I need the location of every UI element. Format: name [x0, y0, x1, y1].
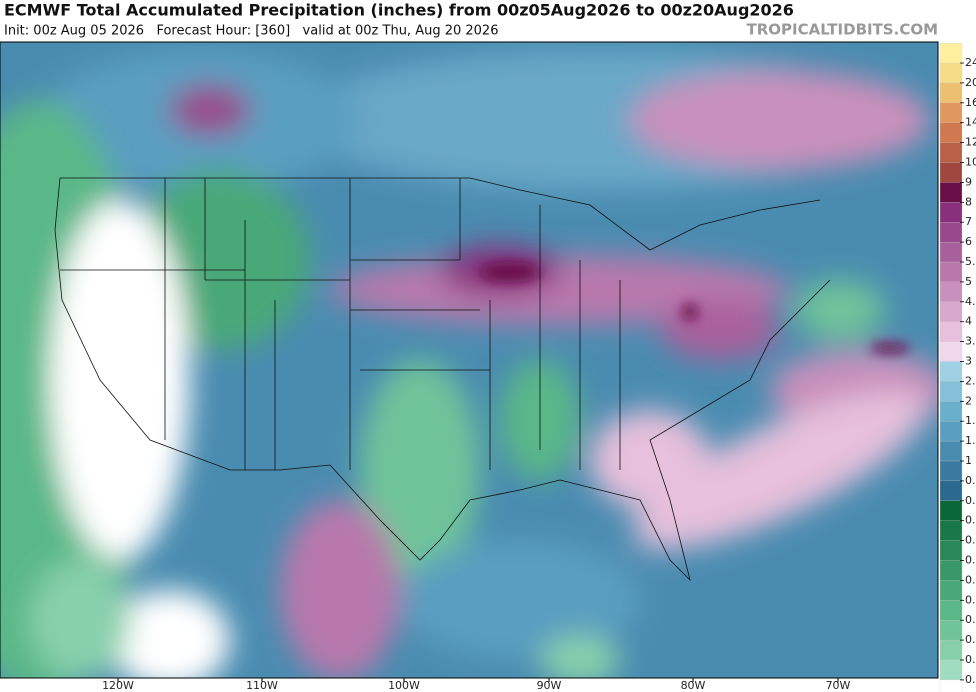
colorbar-label: 9	[965, 175, 972, 188]
colorbar-swatch	[939, 460, 963, 482]
colorbar-swatch	[939, 281, 963, 303]
colorbar-label: 0.	[965, 593, 976, 606]
colorbar-swatch	[939, 62, 963, 84]
colorbar-label: 1.	[965, 414, 976, 427]
colorbar-swatch	[939, 261, 963, 283]
colorbar-swatch	[939, 421, 963, 442]
colorbar-swatch	[939, 301, 963, 323]
colorbar-swatch	[939, 500, 963, 522]
colorbar-label: 6	[965, 235, 972, 248]
colorbar-label: 24	[965, 56, 976, 69]
colorbar-label: 5.	[965, 255, 976, 268]
colorbar-swatch	[939, 321, 963, 343]
colorbar-swatch	[939, 241, 963, 263]
colorbar-label: 1.	[965, 434, 976, 447]
longitude-label: 70W	[826, 679, 851, 692]
title: ECMWF Total Accumulated Precipitation (i…	[4, 1, 794, 20]
colorbar-swatch	[939, 620, 963, 641]
colorbar-swatch	[939, 142, 963, 164]
colorbar-swatch	[939, 540, 963, 562]
colorbar-label: 16	[965, 96, 976, 109]
colorbar-label: 0.	[965, 673, 976, 686]
colorbar-label: 20	[965, 76, 976, 89]
colorbar-swatch	[939, 42, 963, 64]
colorbar-label: 4.	[965, 295, 976, 308]
colorbar-label: 8	[965, 195, 972, 208]
subtitle: Init: 00z Aug 05 2026 Forecast Hour: [36…	[4, 24, 498, 39]
colorbar-label: 0.	[965, 554, 976, 567]
colorbar-swatch	[939, 600, 963, 621]
colorbar-label: 4	[965, 315, 972, 328]
colorbar-swatch	[939, 102, 963, 124]
colorbar-label: 2	[965, 394, 972, 407]
map-frame	[0, 41, 939, 679]
longitude-labels: 120W 110W 100W 90W 80W 70W	[102, 678, 851, 692]
colorbar-label: 0.	[965, 613, 976, 626]
colorbar-swatch	[939, 679, 963, 692]
colorbar-swatch	[939, 222, 963, 243]
colorbar-swatch	[939, 381, 963, 402]
colorbar-label: 1	[965, 454, 972, 467]
colorbar-label: 3.	[965, 335, 976, 348]
colorbar-label: 0.	[965, 534, 976, 547]
colorbar-label: 12	[965, 136, 976, 149]
colorbar-swatch	[939, 639, 963, 661]
colorbar: 24 20 16 14 12 10 9 8 7 6 5. 5 4. 4 3. 3 2. 2 1. 1. 1 0. 0. 0. 0…	[939, 42, 976, 692]
precip-map	[0, 42, 938, 678]
colorbar-swatch	[939, 560, 963, 581]
longitude-label: 90W	[537, 679, 562, 692]
colorbar-swatch	[939, 520, 963, 542]
colorbar-swatch	[939, 480, 963, 502]
colorbar-swatch	[939, 341, 963, 363]
colorbar-label: 5	[965, 275, 972, 288]
colorbar-label: 2.	[965, 374, 976, 387]
colorbar-label: 0.	[965, 514, 976, 527]
colorbar-swatch	[939, 580, 963, 601]
colorbar-swatch	[939, 361, 963, 382]
colorbar-swatch	[939, 440, 963, 462]
longitude-label: 120W	[102, 679, 134, 692]
longitude-label: 100W	[388, 679, 420, 692]
longitude-label: 80W	[681, 679, 706, 692]
colorbar-label: 3	[965, 355, 972, 368]
colorbar-label: 0.	[965, 653, 976, 666]
longitude-label: 110W	[246, 679, 278, 692]
watermark: TROPICALTIDBITS.COM	[747, 21, 939, 39]
colorbar-swatch	[939, 182, 963, 203]
colorbar-swatch	[939, 401, 963, 422]
colorbar-swatch	[939, 202, 963, 223]
colorbar-label: 0.	[965, 633, 976, 646]
colorbar-label: 10	[965, 156, 976, 169]
colorbar-swatch	[939, 122, 963, 144]
colorbar-swatch	[939, 162, 963, 183]
colorbar-swatch	[939, 659, 963, 681]
colorbar-label: 14	[965, 116, 976, 129]
colorbar-swatch	[939, 82, 963, 104]
colorbar-label: 0.	[965, 573, 976, 586]
colorbar-label: 0.	[965, 474, 976, 487]
colorbar-label: 7	[965, 215, 972, 228]
colorbar-label: 0.	[965, 494, 976, 507]
